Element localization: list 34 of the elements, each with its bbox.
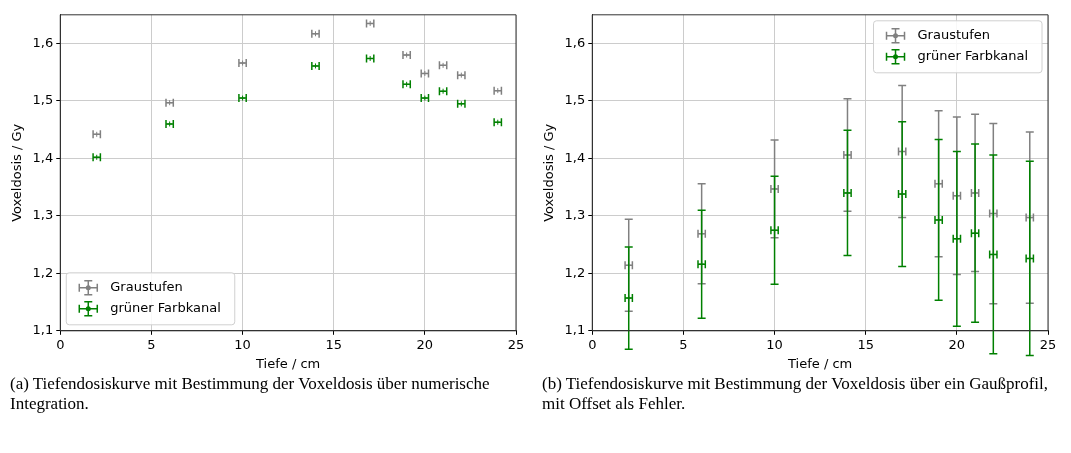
y-tick-label: 1,4 bbox=[32, 149, 54, 165]
y-tick-label: 1,6 bbox=[32, 34, 54, 50]
y-tick-label: 1,6 bbox=[564, 34, 586, 50]
x-tick-label: 10 bbox=[766, 336, 783, 352]
x-tick-label: 0 bbox=[56, 336, 65, 352]
y-tick-label: 1,5 bbox=[564, 92, 586, 108]
x-tick-label: 5 bbox=[679, 336, 688, 352]
x-tick-label: 0 bbox=[588, 336, 597, 352]
x-axis-title: Tiefe / cm bbox=[787, 355, 853, 371]
legend-label: grüner Farbkanal bbox=[110, 300, 221, 316]
x-tick-label: 25 bbox=[507, 336, 525, 352]
y-tick-label: 1,2 bbox=[564, 264, 586, 280]
legend-label: Graustufen bbox=[917, 27, 991, 43]
x-tick-label: 5 bbox=[147, 336, 156, 352]
x-tick-label: 15 bbox=[325, 336, 342, 352]
y-axis-title: Voxeldosis / Gy bbox=[9, 123, 25, 222]
text: (b) Tiefendosiskurve mit Bestimmung der Voxeldosis über ein Gaußprofil, mit Offset als Fehler. bbox=[542, 374, 1050, 414]
y-tick-label: 1,4 bbox=[564, 149, 586, 165]
x-axis-title: Tiefe / cm bbox=[255, 355, 321, 371]
y-tick-label: 1,5 bbox=[32, 92, 54, 108]
x-tick-label: 10 bbox=[234, 336, 251, 352]
y-tick-label: 1,1 bbox=[564, 322, 586, 338]
x-tick-label: 20 bbox=[948, 336, 966, 352]
y-tick-label: 1,3 bbox=[564, 207, 586, 223]
y-tick-label: 1,3 bbox=[32, 207, 54, 223]
x-tick-label: 20 bbox=[416, 336, 434, 352]
y-tick-label: 1,2 bbox=[32, 264, 54, 280]
x-tick-label: 15 bbox=[857, 336, 874, 352]
legend-label: Graustufen bbox=[110, 279, 183, 295]
text: (a) Tiefendosiskurve mit Bestimmung der Voxeldosis über numerische Integration. bbox=[10, 374, 491, 414]
legend-label: grüner Farbkanal bbox=[917, 48, 1028, 64]
y-tick-label: 1,1 bbox=[32, 322, 54, 338]
x-tick-label: 25 bbox=[1039, 336, 1057, 352]
y-axis-title: Voxeldosis / Gy bbox=[541, 123, 557, 222]
